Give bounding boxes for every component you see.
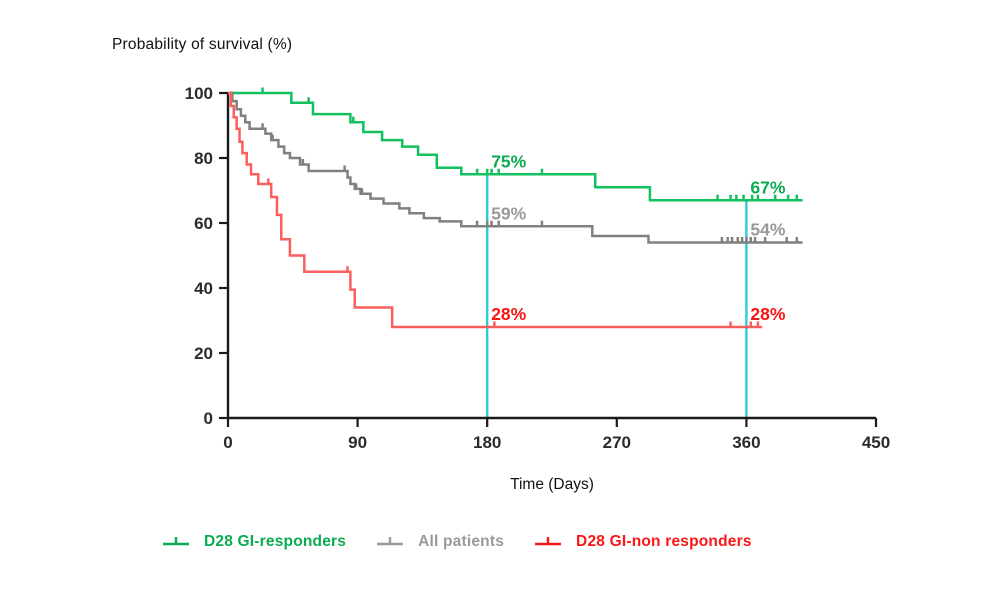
x-tick-label-450: 450: [862, 433, 890, 452]
censor-line-symbol-red: [535, 537, 562, 546]
x-tick-label-180: 180: [473, 433, 501, 452]
y-tick-label-60: 60: [194, 214, 213, 233]
km-curve-d28-gi-non-responders: [228, 91, 763, 329]
y-tick-label-20: 20: [194, 344, 213, 363]
censor-line-symbol-green: [163, 537, 189, 546]
km-curve-d28-gi-responders: [228, 91, 803, 202]
legend-label-non-responders: D28 GI-non responders: [576, 533, 752, 550]
legend-item-all-patients: All patients: [376, 533, 504, 551]
legend-item-responders: D28 GI-responders: [162, 533, 346, 551]
km-curve-all-patients: [228, 91, 803, 244]
y-tick-label-80: 80: [194, 149, 213, 168]
annotation-75pct-day-180: 75%: [491, 151, 526, 171]
legend-label-all-patients: All patients: [418, 533, 505, 550]
annotation-54pct-day-360: 54%: [750, 220, 785, 240]
annotation-59pct-day-180: 59%: [491, 203, 526, 223]
annotation-28pct-day-360: 28%: [750, 304, 785, 324]
y-tick-label-40: 40: [194, 279, 213, 298]
censor-line-symbol-gray: [377, 537, 404, 546]
y-tick-label-0: 0: [204, 409, 213, 428]
x-axis-title: Time (Days): [510, 476, 594, 493]
legend-label-responders: D28 GI-responders: [204, 533, 347, 550]
x-tick-label-270: 270: [603, 433, 631, 452]
legend-item-non-responders: D28 GI-non responders: [534, 533, 752, 551]
x-tick-label-0: 0: [223, 433, 232, 452]
annotation-28pct-day-180: 28%: [491, 304, 526, 324]
x-tick-label-360: 360: [732, 433, 760, 452]
chart-title: Probability of survival (%): [112, 36, 293, 53]
x-tick-label-90: 90: [348, 433, 367, 452]
legend: D28 GI-responders All patients D28 GI-no…: [162, 533, 752, 551]
y-tick-label-100: 100: [185, 84, 213, 103]
annotation-67pct-day-360: 67%: [750, 177, 785, 197]
